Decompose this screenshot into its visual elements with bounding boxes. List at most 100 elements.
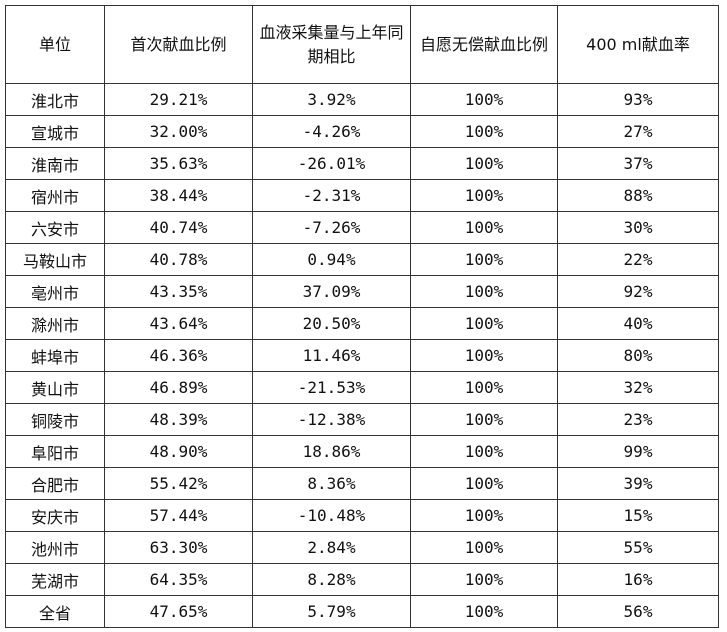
cell-400ml-rate: 99% — [557, 435, 719, 468]
cell-unit: 池州市 — [5, 531, 105, 564]
cell-unit: 合肥市 — [5, 467, 105, 500]
cell-first-donation-ratio: 43.64% — [104, 307, 253, 340]
cell-collection-yoy: 3.92% — [252, 83, 411, 116]
table-row: 亳州市 43.35% 37.09% 100% 92% — [5, 275, 719, 308]
cell-collection-yoy: -21.53% — [252, 371, 411, 404]
cell-first-donation-ratio: 55.42% — [104, 467, 253, 500]
table-row: 淮北市 29.21% 3.92% 100% 93% — [5, 83, 719, 116]
cell-first-donation-ratio: 43.35% — [104, 275, 253, 308]
cell-400ml-rate: 93% — [557, 83, 719, 116]
cell-voluntary-ratio: 100% — [410, 83, 558, 116]
cell-voluntary-ratio: 100% — [410, 339, 558, 372]
cell-400ml-rate: 32% — [557, 371, 719, 404]
cell-unit: 淮北市 — [5, 83, 105, 116]
cell-collection-yoy: -10.48% — [252, 499, 411, 532]
cell-voluntary-ratio: 100% — [410, 403, 558, 436]
cell-unit: 六安市 — [5, 211, 105, 244]
cell-voluntary-ratio: 100% — [410, 211, 558, 244]
header-unit: 单位 — [5, 5, 105, 84]
cell-unit: 安庆市 — [5, 499, 105, 532]
cell-400ml-rate: 27% — [557, 115, 719, 148]
cell-unit: 蚌埠市 — [5, 339, 105, 372]
cell-first-donation-ratio: 32.00% — [104, 115, 253, 148]
cell-400ml-rate: 37% — [557, 147, 719, 180]
table-row: 阜阳市 48.90% 18.86% 100% 99% — [5, 435, 719, 468]
table-row: 合肥市 55.42% 8.36% 100% 39% — [5, 467, 719, 500]
blood-donation-table: 单位 首次献血比例 血液采集量与上年同期相比 自愿无偿献血比例 400 ml献血… — [5, 5, 719, 628]
table-row: 马鞍山市 40.78% 0.94% 100% 22% — [5, 243, 719, 276]
cell-400ml-rate: 30% — [557, 211, 719, 244]
cell-first-donation-ratio: 47.65% — [104, 595, 253, 628]
table-row: 淮南市 35.63% -26.01% 100% 37% — [5, 147, 719, 180]
cell-400ml-rate: 22% — [557, 243, 719, 276]
cell-first-donation-ratio: 48.39% — [104, 403, 253, 436]
cell-first-donation-ratio: 63.30% — [104, 531, 253, 564]
table-body: 淮北市 29.21% 3.92% 100% 93% 宣城市 32.00% -4.26% 100%… — [5, 83, 719, 628]
cell-collection-yoy: 5.79% — [252, 595, 411, 628]
cell-voluntary-ratio: 100% — [410, 435, 558, 468]
cell-voluntary-ratio: 100% — [410, 243, 558, 276]
table-row: 蚌埠市 46.36% 11.46% 100% 80% — [5, 339, 719, 372]
header-voluntary-ratio: 自愿无偿献血比例 — [410, 5, 558, 84]
cell-400ml-rate: 92% — [557, 275, 719, 308]
cell-unit: 滁州市 — [5, 307, 105, 340]
cell-voluntary-ratio: 100% — [410, 371, 558, 404]
cell-first-donation-ratio: 40.78% — [104, 243, 253, 276]
cell-400ml-rate: 40% — [557, 307, 719, 340]
table-row: 宣城市 32.00% -4.26% 100% 27% — [5, 115, 719, 148]
header-first-donation-ratio: 首次献血比例 — [104, 5, 253, 84]
cell-voluntary-ratio: 100% — [410, 275, 558, 308]
cell-unit: 芜湖市 — [5, 563, 105, 596]
cell-voluntary-ratio: 100% — [410, 499, 558, 532]
cell-collection-yoy: 8.28% — [252, 563, 411, 596]
table-row: 铜陵市 48.39% -12.38% 100% 23% — [5, 403, 719, 436]
cell-400ml-rate: 23% — [557, 403, 719, 436]
cell-collection-yoy: 37.09% — [252, 275, 411, 308]
cell-voluntary-ratio: 100% — [410, 563, 558, 596]
cell-400ml-rate: 15% — [557, 499, 719, 532]
cell-400ml-rate: 56% — [557, 595, 719, 628]
cell-collection-yoy: 11.46% — [252, 339, 411, 372]
cell-voluntary-ratio: 100% — [410, 467, 558, 500]
cell-first-donation-ratio: 46.36% — [104, 339, 253, 372]
cell-first-donation-ratio: 35.63% — [104, 147, 253, 180]
table-row: 滁州市 43.64% 20.50% 100% 40% — [5, 307, 719, 340]
cell-collection-yoy: 2.84% — [252, 531, 411, 564]
table-row: 安庆市 57.44% -10.48% 100% 15% — [5, 499, 719, 532]
cell-400ml-rate: 55% — [557, 531, 719, 564]
cell-400ml-rate: 39% — [557, 467, 719, 500]
cell-collection-yoy: -7.26% — [252, 211, 411, 244]
cell-400ml-rate: 16% — [557, 563, 719, 596]
header-row: 单位 首次献血比例 血液采集量与上年同期相比 自愿无偿献血比例 400 ml献血… — [5, 5, 719, 84]
cell-first-donation-ratio: 38.44% — [104, 179, 253, 212]
cell-first-donation-ratio: 46.89% — [104, 371, 253, 404]
cell-voluntary-ratio: 100% — [410, 147, 558, 180]
cell-collection-yoy: 0.94% — [252, 243, 411, 276]
cell-unit: 全省 — [5, 595, 105, 628]
cell-unit: 黄山市 — [5, 371, 105, 404]
cell-collection-yoy: -12.38% — [252, 403, 411, 436]
table-row: 池州市 63.30% 2.84% 100% 55% — [5, 531, 719, 564]
cell-collection-yoy: -2.31% — [252, 179, 411, 212]
cell-collection-yoy: 20.50% — [252, 307, 411, 340]
cell-unit: 宣城市 — [5, 115, 105, 148]
table-row: 全省 47.65% 5.79% 100% 56% — [5, 595, 719, 628]
cell-unit: 淮南市 — [5, 147, 105, 180]
cell-first-donation-ratio: 48.90% — [104, 435, 253, 468]
cell-voluntary-ratio: 100% — [410, 307, 558, 340]
header-collection-yoy: 血液采集量与上年同期相比 — [252, 5, 411, 84]
cell-voluntary-ratio: 100% — [410, 531, 558, 564]
cell-voluntary-ratio: 100% — [410, 595, 558, 628]
cell-voluntary-ratio: 100% — [410, 179, 558, 212]
table-row: 黄山市 46.89% -21.53% 100% 32% — [5, 371, 719, 404]
cell-voluntary-ratio: 100% — [410, 115, 558, 148]
cell-first-donation-ratio: 57.44% — [104, 499, 253, 532]
cell-unit: 阜阳市 — [5, 435, 105, 468]
cell-400ml-rate: 80% — [557, 339, 719, 372]
table-row: 宿州市 38.44% -2.31% 100% 88% — [5, 179, 719, 212]
cell-first-donation-ratio: 64.35% — [104, 563, 253, 596]
header-400ml-rate: 400 ml献血率 — [557, 5, 719, 84]
cell-collection-yoy: -4.26% — [252, 115, 411, 148]
cell-unit: 宿州市 — [5, 179, 105, 212]
cell-collection-yoy: 8.36% — [252, 467, 411, 500]
